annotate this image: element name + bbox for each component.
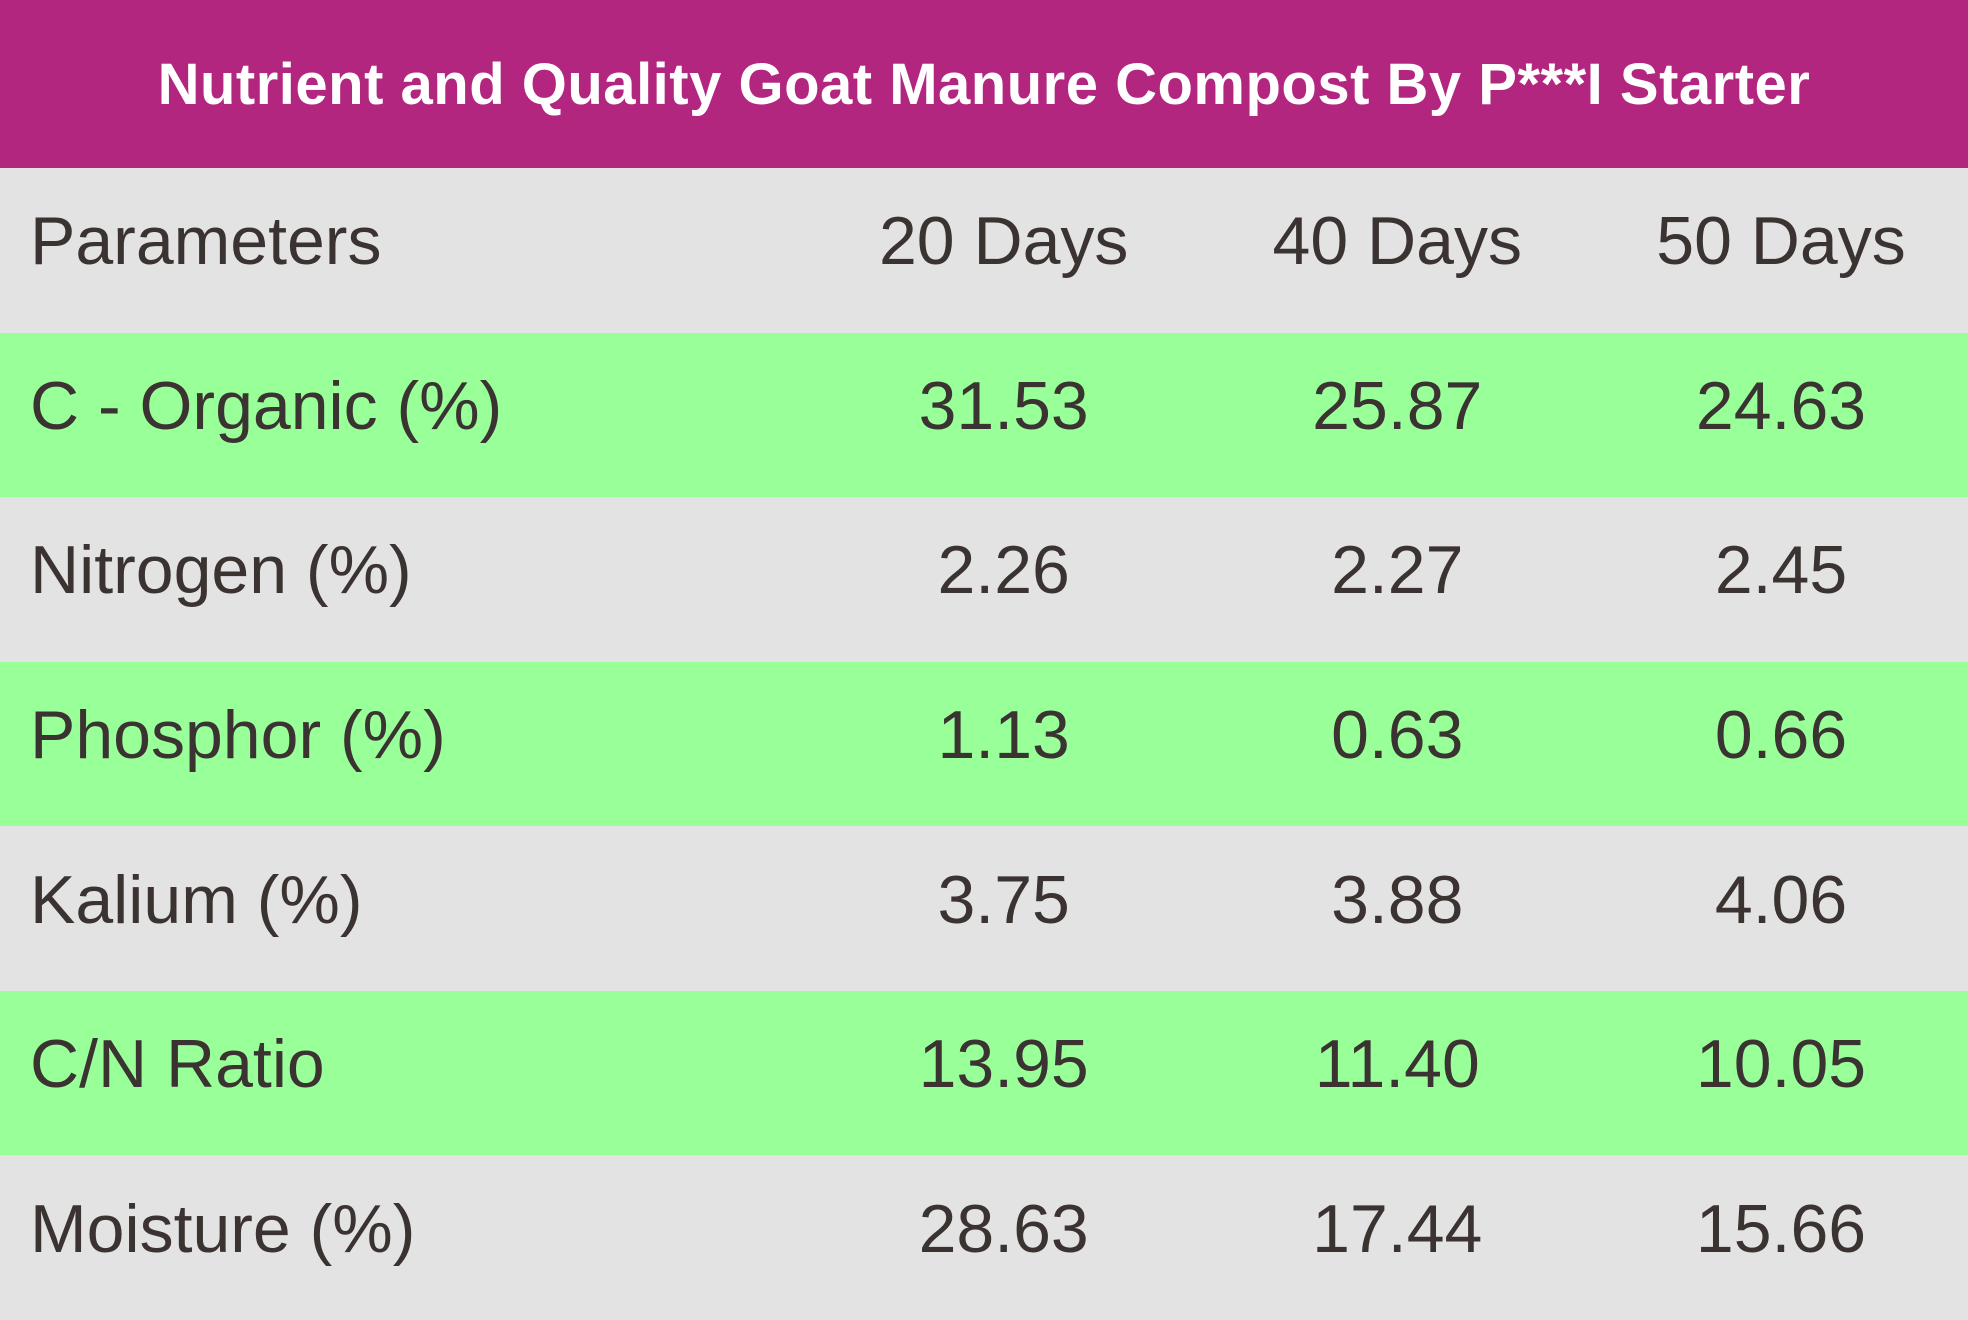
value-50-days: 10.05 xyxy=(1695,1026,1867,1103)
value-50-days: 4.06 xyxy=(1714,861,1848,938)
column-header-50-days: 50 Days xyxy=(1656,203,1906,280)
value-20-days: 3.75 xyxy=(937,861,1070,938)
table-row-kalium: Kalium (%) 3.75 3.88 4.06 xyxy=(0,826,1968,991)
value-40-days: 11.40 xyxy=(1314,1026,1480,1103)
value-20-days: 28.63 xyxy=(918,1190,1089,1267)
table-row-phosphor: Phosphor (%) 1.13 0.63 0.66 xyxy=(0,661,1968,827)
value-40-days: 3.88 xyxy=(1331,861,1464,938)
value-20-days: 13.95 xyxy=(918,1026,1089,1103)
value-20-days: 1.13 xyxy=(937,697,1070,774)
column-header-parameters: Parameters xyxy=(30,203,382,280)
value-40-days: 0.63 xyxy=(1331,697,1464,774)
row-label: Phosphor (%) xyxy=(30,697,446,774)
value-20-days: 2.26 xyxy=(937,532,1070,609)
row-label: Moisture (%) xyxy=(30,1190,416,1267)
table-row-nitrogen: Nitrogen (%) 2.26 2.27 2.45 xyxy=(0,497,1968,662)
table-row-cn-ratio: C/N Ratio 13.95 11.40 10.05 xyxy=(0,990,1968,1156)
table-header-row: Parameters 20 Days 40 Days 50 Days xyxy=(0,168,1968,333)
row-label: C - Organic (%) xyxy=(30,367,503,444)
row-label: C/N Ratio xyxy=(30,1026,325,1103)
column-header-40-days: 40 Days xyxy=(1272,203,1522,280)
value-40-days: 2.27 xyxy=(1331,532,1464,609)
table-row-moisture: Moisture (%) 28.63 17.44 15.66 xyxy=(0,1155,1968,1320)
value-50-days: 15.66 xyxy=(1695,1190,1867,1267)
table-row-c-organic: C - Organic (%) 31.53 25.87 24.63 xyxy=(0,332,1968,498)
value-50-days: 2.45 xyxy=(1714,532,1848,609)
value-50-days: 0.66 xyxy=(1714,697,1848,774)
column-header-20-days: 20 Days xyxy=(878,203,1129,280)
value-40-days: 17.44 xyxy=(1312,1190,1483,1267)
value-50-days: 24.63 xyxy=(1695,367,1867,444)
row-label: Kalium (%) xyxy=(30,861,363,938)
row-label: Nitrogen (%) xyxy=(30,532,412,609)
table-title: Nutrient and Quality Goat Manure Compost… xyxy=(0,0,1968,168)
value-20-days: 31.53 xyxy=(918,367,1089,444)
value-40-days: 25.87 xyxy=(1312,367,1483,444)
